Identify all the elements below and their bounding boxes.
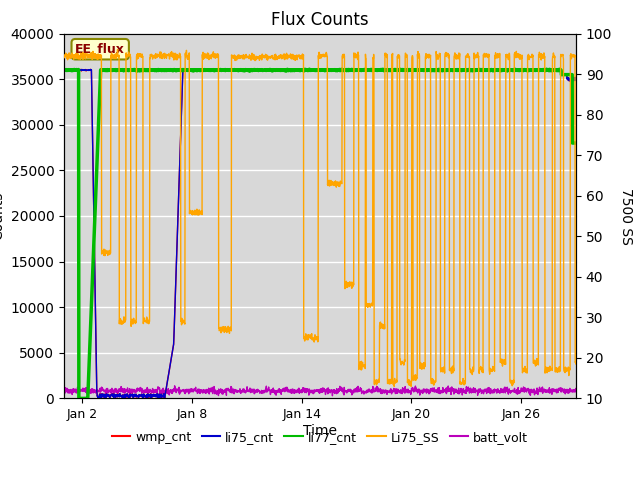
li77_cnt <box>558 72 566 77</box>
li77_cnt <box>60 67 68 72</box>
Title: Flux Counts: Flux Counts <box>271 11 369 29</box>
batt_volt <box>328 393 336 398</box>
Li75_SS <box>390 384 398 389</box>
wmp_cnt <box>572 77 580 83</box>
li77_cnt <box>309 67 317 73</box>
li75_cnt <box>464 67 472 73</box>
Legend: wmp_cnt, li75_cnt, li77_cnt, Li75_SS, batt_volt: wmp_cnt, li75_cnt, li77_cnt, Li75_SS, ba… <box>107 426 533 449</box>
Li75_SS <box>296 55 303 60</box>
Li75_SS <box>86 55 94 60</box>
batt_volt <box>171 383 179 389</box>
batt_volt <box>309 391 317 396</box>
X-axis label: Time: Time <box>303 424 337 438</box>
Li75_SS <box>464 54 472 60</box>
li75_cnt <box>86 67 94 73</box>
li77_cnt <box>557 72 565 77</box>
li75_cnt <box>557 72 565 77</box>
Li75_SS <box>114 47 122 52</box>
Li75_SS <box>309 336 317 341</box>
li75_cnt <box>161 395 168 401</box>
batt_volt <box>86 390 94 396</box>
Line: wmp_cnt: wmp_cnt <box>64 69 576 398</box>
wmp_cnt <box>311 66 319 72</box>
Y-axis label: Counts: Counts <box>0 192 5 240</box>
li75_cnt <box>558 72 566 77</box>
Li75_SS <box>572 360 580 365</box>
li75_cnt <box>296 68 303 73</box>
li75_cnt <box>309 67 317 73</box>
li77_cnt <box>464 67 472 73</box>
wmp_cnt <box>296 68 303 73</box>
wmp_cnt <box>309 68 317 73</box>
wmp_cnt <box>558 72 566 78</box>
li75_cnt <box>311 66 319 72</box>
li75_cnt <box>572 77 580 83</box>
li77_cnt <box>75 396 83 401</box>
li77_cnt <box>86 329 94 335</box>
Text: EE_flux: EE_flux <box>76 43 125 56</box>
wmp_cnt <box>464 67 472 73</box>
li77_cnt <box>296 67 303 73</box>
wmp_cnt <box>60 67 68 72</box>
Line: batt_volt: batt_volt <box>64 386 576 396</box>
Line: li75_cnt: li75_cnt <box>64 69 576 398</box>
Line: li77_cnt: li77_cnt <box>64 69 576 398</box>
Line: Li75_SS: Li75_SS <box>64 49 576 386</box>
li75_cnt <box>60 67 68 72</box>
batt_volt <box>60 388 68 394</box>
batt_volt <box>296 388 303 394</box>
Li75_SS <box>558 53 566 59</box>
li77_cnt <box>572 140 580 146</box>
batt_volt <box>572 387 580 393</box>
Li75_SS <box>557 54 565 60</box>
Y-axis label: 7500 SS: 7500 SS <box>619 188 633 244</box>
li77_cnt <box>338 66 346 72</box>
wmp_cnt <box>86 67 94 72</box>
Li75_SS <box>60 53 68 59</box>
wmp_cnt <box>161 395 168 401</box>
batt_volt <box>558 385 566 391</box>
batt_volt <box>557 388 565 394</box>
batt_volt <box>464 386 472 392</box>
wmp_cnt <box>557 72 565 77</box>
